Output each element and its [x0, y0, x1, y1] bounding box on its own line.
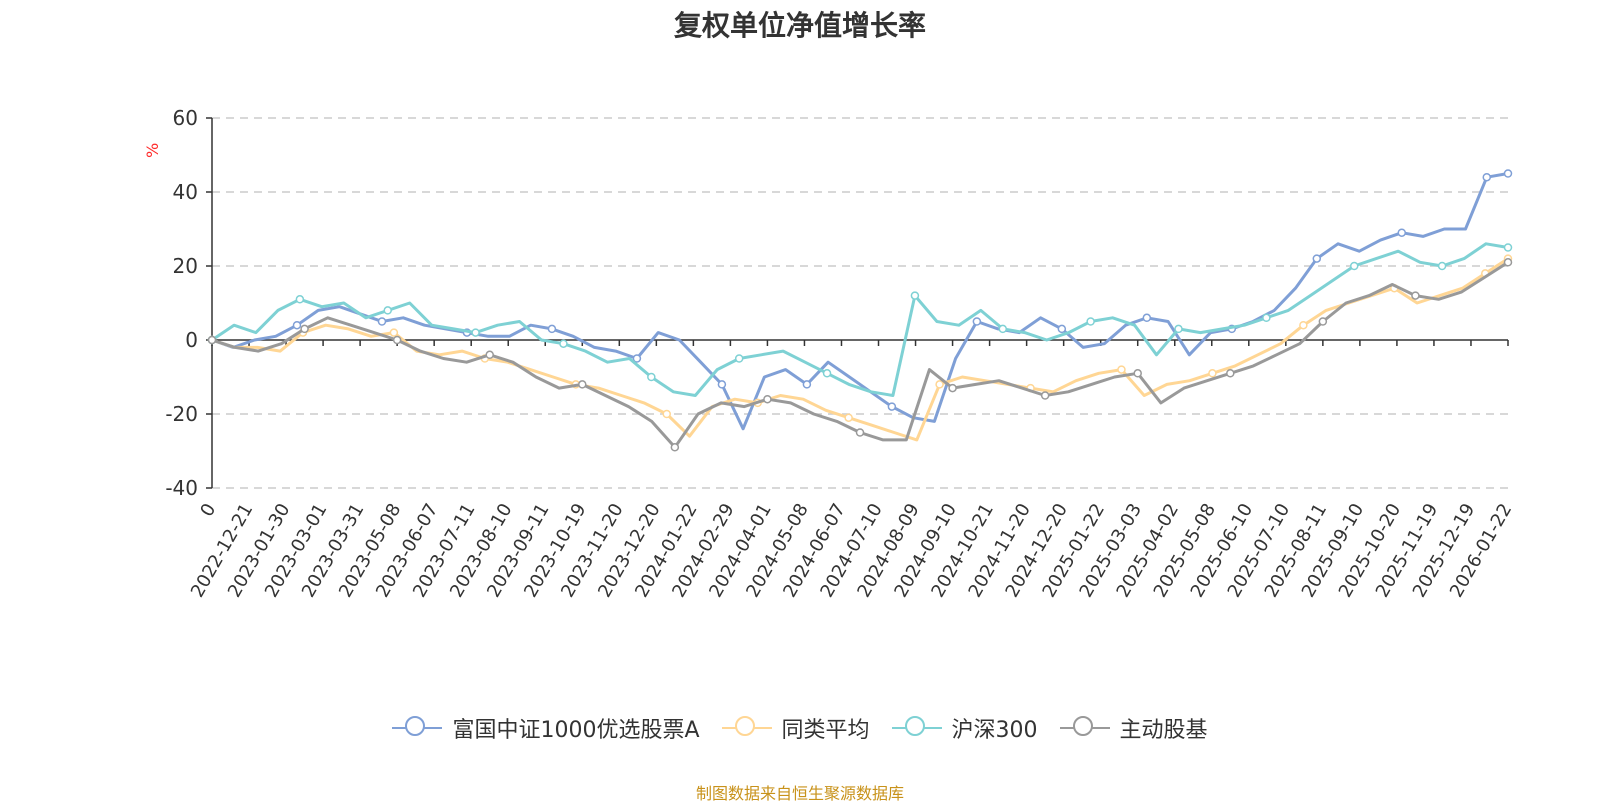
legend-item[interactable]: 富国中证1000优选股票A: [392, 712, 700, 744]
chart-legend: 富国中证1000优选股票A 同类平均 沪深300 主动股基: [0, 712, 1600, 744]
series-point: [647, 372, 656, 382]
series-point: [887, 402, 897, 411]
chart-title: 复权单位净值增长率: [673, 9, 926, 42]
legend-label: 沪深300: [951, 718, 1038, 743]
series-point: [1142, 313, 1152, 323]
series-point: [1503, 258, 1513, 267]
series-point: [1349, 261, 1359, 271]
series-line-2: [211, 242, 1509, 397]
series-point: [578, 380, 587, 389]
series-point: [1086, 317, 1095, 326]
series-point: [1299, 320, 1308, 330]
series-point: [948, 383, 957, 393]
y-tick-label: 60: [173, 106, 198, 130]
series-point: [392, 335, 402, 345]
series-point: [935, 380, 944, 389]
series-point: [377, 317, 387, 326]
series-point: [1482, 172, 1492, 182]
series-point: [1437, 261, 1447, 271]
series-point: [383, 306, 392, 315]
series-point: [1397, 228, 1407, 237]
series-line-3: [211, 261, 1509, 449]
series-point: [1312, 254, 1322, 263]
series-point: [717, 380, 727, 389]
series-point: [485, 350, 494, 360]
series-point: [1133, 369, 1142, 378]
series-point: [998, 324, 1008, 334]
series-point: [559, 339, 568, 348]
series-point: [910, 291, 920, 300]
series-point: [547, 324, 557, 334]
series-point: [670, 443, 680, 452]
series-point: [295, 295, 305, 304]
series-point: [822, 369, 832, 378]
legend-marker-icon: [721, 715, 772, 741]
series-point: [763, 394, 772, 404]
series-point: [1174, 324, 1183, 334]
series-line-1: [211, 257, 1509, 442]
legend-marker-icon: [891, 715, 942, 741]
series-point: [1503, 243, 1513, 252]
y-tick-label: -40: [165, 476, 198, 500]
series-point: [855, 428, 865, 437]
source-note: 制图数据来自恒生聚源数据库: [695, 784, 904, 803]
series-point: [844, 413, 853, 422]
series-point: [734, 354, 744, 363]
y-tick-label: 0: [185, 328, 198, 352]
legend-item[interactable]: 同类平均: [721, 712, 870, 744]
series-point: [1040, 391, 1050, 400]
series-point: [1226, 369, 1235, 378]
series-line-0: [211, 172, 1509, 431]
series-point: [207, 335, 217, 345]
legend-item[interactable]: 主动股基: [1059, 712, 1208, 744]
legend-item[interactable]: 沪深300: [891, 712, 1038, 744]
series-point: [662, 409, 671, 419]
series-point: [1117, 365, 1126, 374]
legend-label: 同类平均: [781, 718, 870, 743]
y-tick-label: 20: [173, 254, 198, 278]
series-point: [292, 320, 302, 330]
series-point: [471, 328, 480, 337]
series-point: [1057, 324, 1067, 334]
series-point: [802, 380, 812, 389]
series-point: [632, 354, 642, 363]
series-point: [1318, 317, 1328, 326]
legend-marker-icon: [392, 715, 443, 741]
y-tick-label: 40: [173, 180, 198, 204]
series-point: [972, 317, 982, 326]
series-point: [1503, 169, 1513, 178]
legend-marker-icon: [1059, 715, 1110, 741]
series-point: [1262, 313, 1271, 323]
legend-label: 富国中证1000优选股票A: [452, 718, 700, 743]
x-tick-label: 0: [196, 500, 220, 520]
y-tick-label: -20: [165, 402, 198, 426]
chart-plot: -40-20020406002022-12-212023-01-302023-0…: [165, 106, 1516, 601]
series-point: [389, 328, 399, 337]
series-point: [1208, 369, 1217, 378]
series-point: [1411, 291, 1420, 300]
series-point: [300, 324, 309, 334]
legend-label: 主动股基: [1119, 718, 1208, 743]
